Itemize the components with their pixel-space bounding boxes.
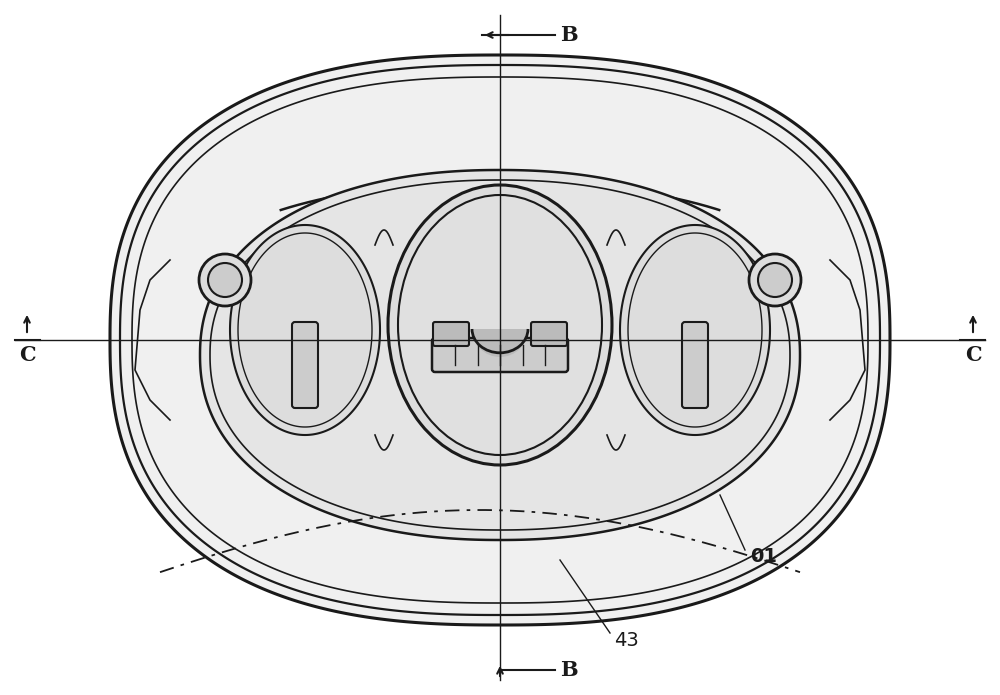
FancyBboxPatch shape [432, 338, 568, 372]
Text: B: B [560, 660, 578, 680]
Text: B: B [560, 25, 578, 45]
Wedge shape [472, 329, 528, 357]
Text: C: C [965, 345, 981, 365]
Ellipse shape [388, 185, 612, 465]
FancyBboxPatch shape [433, 322, 469, 346]
Text: 43: 43 [614, 630, 639, 650]
Text: C: C [19, 345, 35, 365]
Circle shape [758, 263, 792, 297]
Polygon shape [110, 55, 890, 625]
FancyBboxPatch shape [682, 322, 708, 408]
Circle shape [749, 254, 801, 306]
Polygon shape [620, 225, 770, 435]
FancyBboxPatch shape [531, 322, 567, 346]
FancyBboxPatch shape [292, 322, 318, 408]
Circle shape [208, 263, 242, 297]
Circle shape [199, 254, 251, 306]
Polygon shape [230, 225, 380, 435]
Text: 01: 01 [750, 548, 777, 566]
Polygon shape [200, 170, 800, 540]
Ellipse shape [398, 195, 602, 455]
